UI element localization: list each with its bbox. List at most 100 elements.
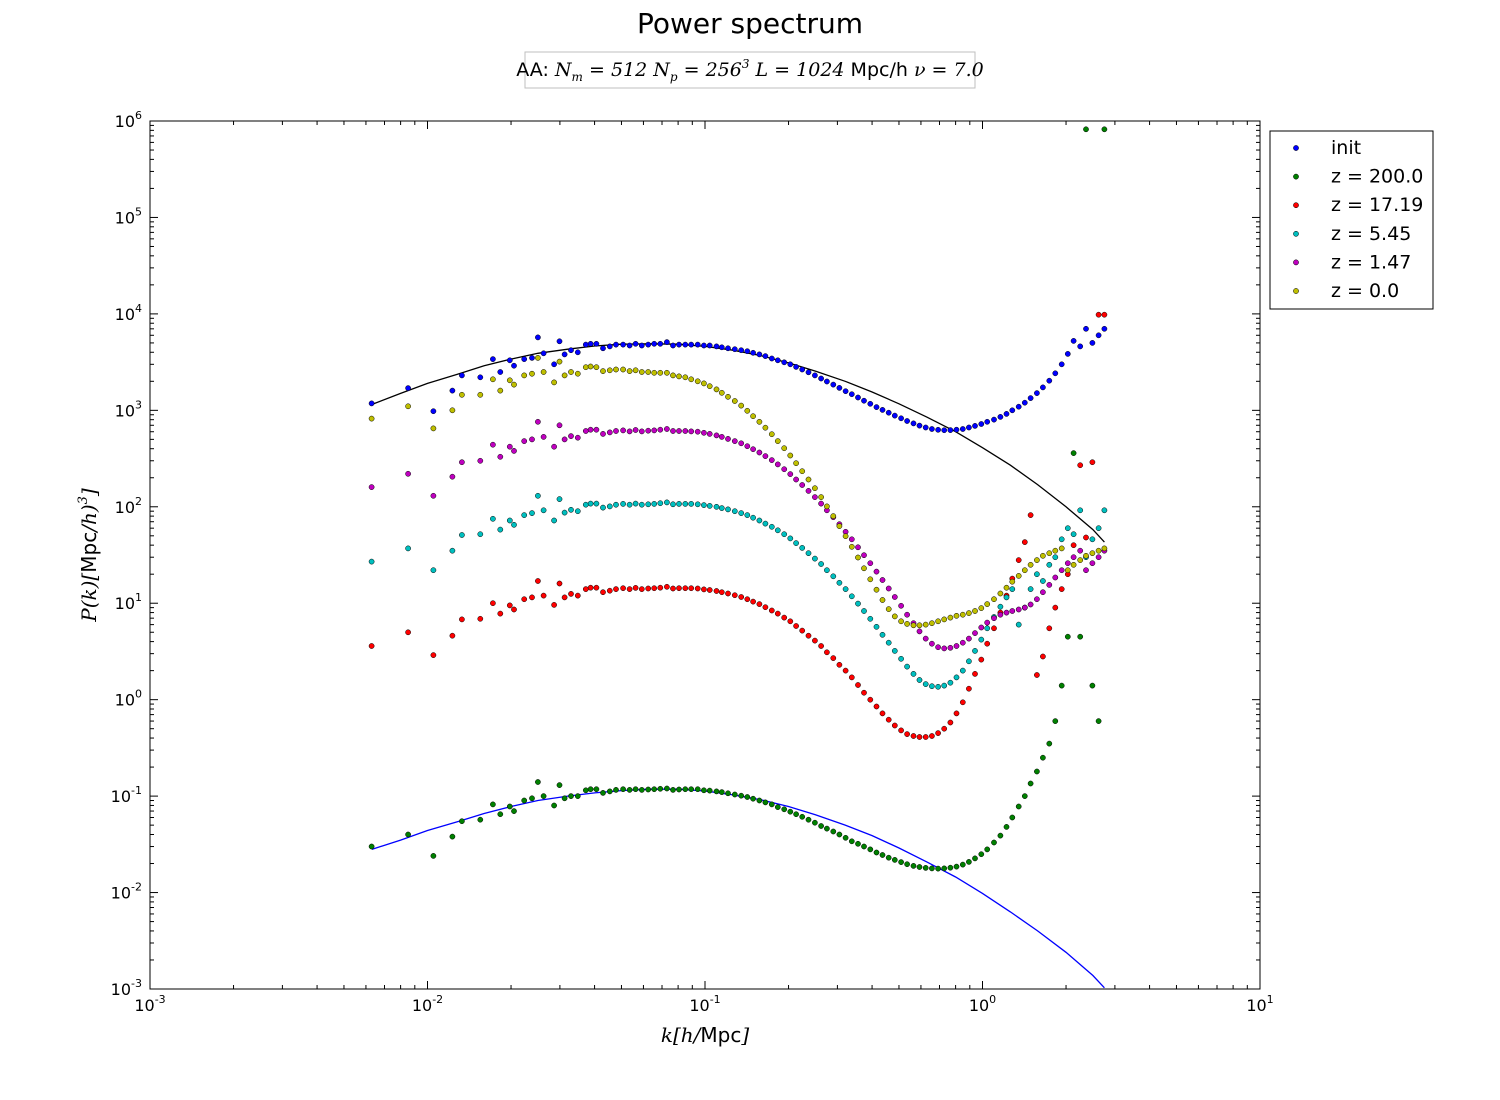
data-point bbox=[600, 345, 606, 352]
data-point bbox=[812, 555, 818, 562]
data-point bbox=[1052, 574, 1059, 581]
data-point bbox=[904, 861, 910, 868]
data-point bbox=[694, 501, 701, 508]
data-point bbox=[1052, 554, 1059, 561]
data-point bbox=[818, 823, 824, 829]
data-point bbox=[762, 424, 769, 431]
data-point bbox=[521, 372, 528, 379]
data-point bbox=[947, 644, 954, 651]
data-point bbox=[600, 790, 606, 796]
data-point bbox=[568, 369, 574, 375]
data-point bbox=[922, 681, 929, 687]
data-point bbox=[1021, 399, 1028, 406]
data-point bbox=[430, 492, 437, 499]
data-point bbox=[879, 577, 886, 583]
data-point bbox=[991, 625, 997, 632]
data-point bbox=[1083, 534, 1089, 541]
data-point bbox=[676, 585, 682, 592]
data-point bbox=[529, 436, 535, 443]
data-point bbox=[824, 567, 830, 574]
data-point bbox=[855, 840, 861, 847]
data-point bbox=[787, 452, 794, 459]
y-tick-label: 102 bbox=[115, 495, 142, 517]
data-point bbox=[787, 808, 794, 815]
data-point bbox=[1034, 390, 1040, 396]
data-point bbox=[1040, 589, 1046, 596]
data-point bbox=[511, 381, 517, 388]
data-point bbox=[762, 799, 769, 806]
data-point bbox=[929, 426, 935, 432]
data-point bbox=[997, 611, 1004, 618]
y-tick-label: 101 bbox=[115, 591, 142, 613]
data-point bbox=[713, 788, 720, 795]
data-point bbox=[972, 671, 978, 677]
data-point bbox=[922, 621, 929, 628]
data-point bbox=[768, 801, 775, 808]
data-point bbox=[793, 476, 799, 483]
y-tick-label: 104 bbox=[115, 302, 142, 324]
data-point bbox=[651, 427, 658, 434]
data-point bbox=[891, 857, 898, 863]
data-point bbox=[879, 407, 886, 413]
data-point bbox=[818, 561, 824, 567]
data-point bbox=[744, 512, 751, 518]
data-point bbox=[738, 510, 745, 516]
data-point bbox=[477, 615, 484, 622]
data-point bbox=[638, 342, 645, 349]
data-point bbox=[1052, 370, 1059, 377]
data-point bbox=[497, 453, 504, 460]
data-point bbox=[593, 500, 600, 507]
data-point bbox=[459, 459, 465, 466]
legend-marker bbox=[1293, 230, 1299, 237]
data-point bbox=[593, 340, 600, 347]
legend-label: z = 5.45 bbox=[1331, 223, 1411, 245]
data-point bbox=[966, 658, 972, 665]
data-point bbox=[997, 603, 1004, 610]
data-point bbox=[657, 785, 664, 792]
data-point bbox=[1015, 557, 1022, 563]
data-point bbox=[638, 501, 645, 508]
data-point bbox=[1015, 621, 1022, 628]
data-point bbox=[638, 369, 645, 375]
data-point bbox=[959, 667, 966, 674]
data-point bbox=[620, 341, 626, 348]
data-point bbox=[477, 374, 484, 381]
data-point bbox=[947, 614, 954, 621]
data-point bbox=[1058, 361, 1065, 368]
data-point bbox=[861, 843, 867, 850]
data-point bbox=[405, 545, 411, 552]
data-point bbox=[848, 674, 855, 681]
data-point bbox=[984, 640, 991, 647]
data-point bbox=[731, 508, 738, 515]
data-point bbox=[701, 787, 707, 794]
y-axis-label: P(k)[Mpc/h)3] bbox=[76, 488, 101, 623]
data-point bbox=[991, 839, 997, 846]
data-point bbox=[848, 593, 855, 600]
data-point bbox=[1046, 740, 1053, 747]
data-point bbox=[632, 500, 639, 507]
data-point bbox=[768, 355, 775, 362]
data-point bbox=[449, 473, 456, 480]
data-point bbox=[756, 351, 763, 358]
data-point bbox=[497, 387, 504, 394]
data-point bbox=[793, 540, 799, 546]
data-point bbox=[574, 349, 581, 356]
data-point bbox=[966, 685, 972, 692]
data-point bbox=[477, 457, 484, 464]
data-point bbox=[1009, 814, 1016, 821]
data-point bbox=[449, 407, 456, 414]
data-point bbox=[966, 859, 972, 865]
data-point bbox=[587, 340, 594, 347]
data-point bbox=[812, 372, 818, 379]
data-point bbox=[606, 367, 613, 374]
data-point bbox=[620, 585, 626, 592]
data-point bbox=[953, 710, 960, 717]
legend-label: z = 17.19 bbox=[1331, 194, 1423, 216]
data-point bbox=[916, 628, 923, 635]
data-point bbox=[953, 426, 960, 433]
data-point bbox=[551, 361, 557, 368]
data-point bbox=[1083, 325, 1089, 332]
data-point bbox=[805, 632, 812, 639]
data-point bbox=[682, 585, 689, 592]
